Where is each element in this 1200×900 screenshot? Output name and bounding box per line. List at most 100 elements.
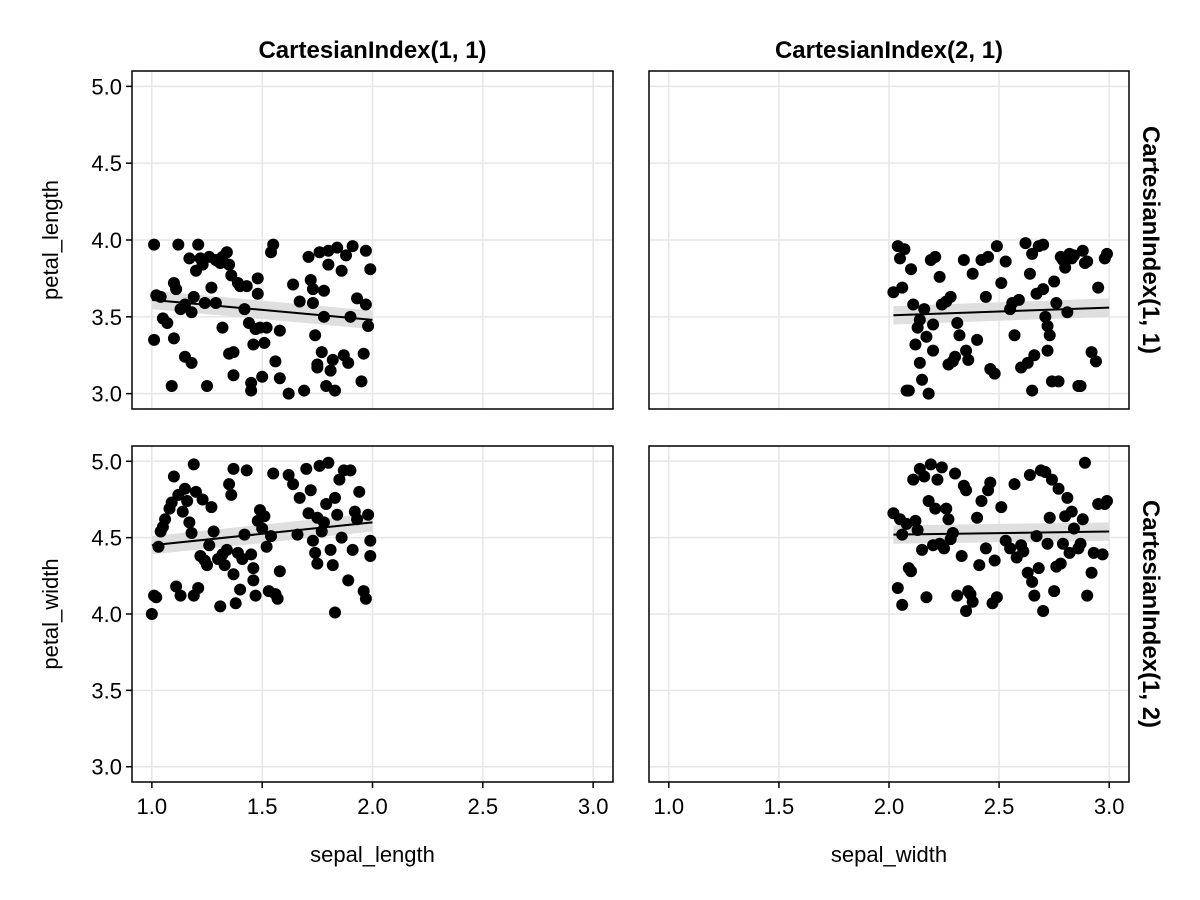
data-point-41 — [984, 476, 997, 489]
data-point-67 — [309, 546, 322, 559]
data-point-34 — [223, 478, 236, 491]
data-point-7 — [905, 565, 918, 578]
data-point-43 — [988, 554, 1001, 567]
data-point-35 — [966, 595, 979, 608]
data-point-4 — [898, 243, 911, 256]
data-point-66 — [306, 534, 319, 547]
data-point-31 — [960, 484, 973, 497]
data-point-74 — [322, 456, 335, 469]
data-point-8 — [170, 283, 183, 296]
data-point-65 — [304, 484, 317, 497]
data-point-32 — [218, 559, 231, 572]
data-point-42 — [999, 255, 1012, 268]
data-point-41 — [236, 553, 249, 566]
data-point-56 — [273, 372, 286, 385]
data-point-53 — [1028, 349, 1041, 362]
data-point-78 — [331, 241, 344, 254]
data-point-70 — [317, 284, 330, 297]
data-point-3 — [896, 281, 909, 294]
data-point-69 — [315, 346, 328, 359]
y-axis-label: petal_width — [38, 558, 63, 669]
data-point-84 — [1100, 494, 1113, 507]
fit-line — [893, 530, 1110, 536]
column-title: CartesianIndex(2, 1) — [775, 37, 1003, 64]
data-point-28 — [951, 589, 964, 602]
data-point-56 — [1037, 238, 1050, 251]
data-point-77 — [328, 491, 341, 504]
data-point-77 — [328, 384, 341, 397]
data-point-48 — [1019, 237, 1032, 250]
data-point-83 — [342, 574, 355, 587]
data-point-57 — [282, 387, 295, 400]
data-point-15 — [185, 306, 198, 319]
data-point-74 — [322, 258, 335, 271]
data-point-58 — [1039, 310, 1052, 323]
data-point-68 — [1056, 537, 1069, 550]
data-point-60 — [287, 478, 300, 491]
data-point-64 — [302, 507, 315, 520]
data-point-72 — [1067, 249, 1080, 262]
data-point-59 — [1037, 604, 1050, 617]
data-point-85 — [346, 543, 359, 556]
data-point-38 — [229, 597, 242, 610]
data-point-20 — [929, 250, 942, 263]
data-point-14 — [920, 591, 933, 604]
data-point-2 — [894, 252, 907, 265]
data-point-67 — [311, 361, 324, 374]
data-point-63 — [300, 462, 313, 475]
data-point-69 — [311, 557, 324, 570]
data-point-93 — [364, 549, 377, 562]
data-point-76 — [1076, 513, 1089, 526]
data-point-44 — [990, 591, 1003, 604]
data-point-61 — [1041, 537, 1054, 550]
data-point-29 — [955, 549, 968, 562]
data-point-35 — [225, 488, 238, 501]
data-point-82 — [342, 356, 355, 369]
data-point-39 — [988, 367, 1001, 380]
y-tick-label: 4.5 — [91, 151, 122, 176]
data-point-11 — [913, 313, 926, 326]
panel-r1-c0: 3.0 3.5 4.0 4.5 5.0 1.0 1.5 2.0 2.5 3.0 — [91, 445, 614, 819]
data-point-15 — [920, 330, 933, 343]
data-point-19 — [187, 458, 200, 471]
data-point-79 — [1089, 355, 1102, 368]
data-point-71 — [1063, 546, 1076, 559]
data-point-3 — [896, 598, 909, 611]
y-tick-label: 3.0 — [91, 382, 122, 407]
data-point-78 — [1085, 346, 1098, 359]
data-point-80 — [1092, 281, 1105, 294]
data-point-53 — [1023, 469, 1036, 482]
data-point-32 — [223, 258, 236, 271]
data-point-18 — [927, 344, 940, 357]
data-point-27 — [209, 296, 222, 309]
data-point-60 — [1041, 344, 1054, 357]
x-tick-label: 3.0 — [578, 794, 609, 819]
x-tick-label: 2.5 — [468, 794, 499, 819]
data-point-41 — [995, 277, 1008, 290]
data-point-14 — [178, 482, 191, 495]
data-point-3 — [148, 333, 161, 346]
data-point-51 — [258, 510, 271, 523]
data-point-36 — [227, 462, 240, 475]
fit-line — [151, 298, 373, 321]
data-point-19 — [927, 318, 940, 331]
data-point-57 — [1032, 562, 1045, 575]
data-point-37 — [227, 568, 240, 581]
data-point-77 — [1078, 456, 1091, 469]
data-point-21 — [933, 270, 946, 283]
data-point-59 — [1041, 320, 1054, 333]
data-point-25 — [205, 281, 218, 294]
data-point-12 — [916, 543, 929, 556]
data-point-13 — [918, 470, 931, 483]
data-point-84 — [346, 240, 359, 253]
data-point-45 — [1008, 329, 1021, 342]
data-point-22 — [198, 296, 211, 309]
data-point-32 — [960, 604, 973, 617]
data-point-71 — [317, 310, 330, 323]
data-point-49 — [258, 336, 271, 349]
data-point-34 — [971, 333, 984, 346]
y-tick-label: 3.5 — [91, 305, 122, 330]
data-point-18 — [192, 238, 205, 251]
data-point-60 — [298, 384, 311, 397]
data-point-52 — [1026, 384, 1039, 397]
